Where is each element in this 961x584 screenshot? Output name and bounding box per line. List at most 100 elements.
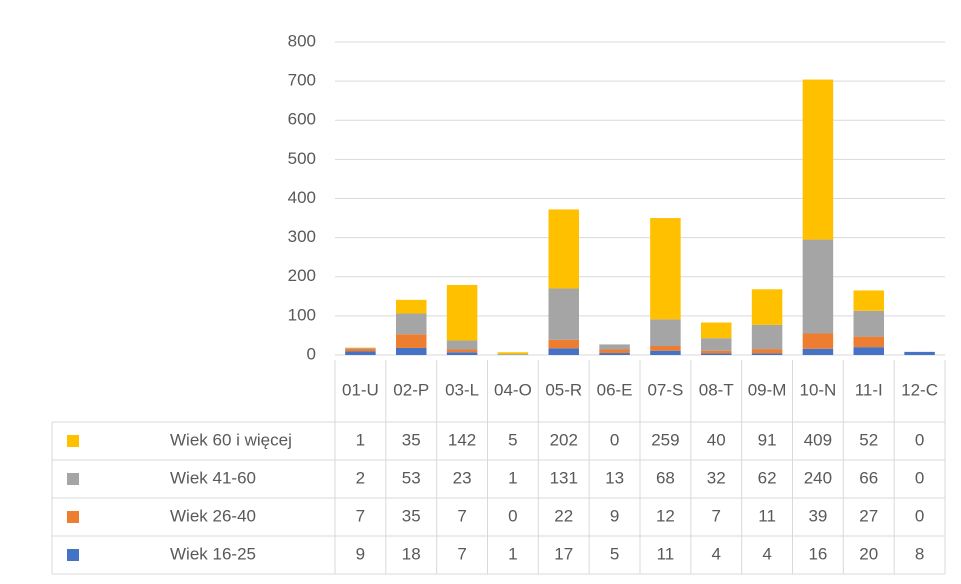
x-tick-label: 01-U	[342, 380, 379, 399]
table-value: 12	[656, 506, 675, 525]
bar-segment	[548, 209, 579, 289]
table-value: 142	[448, 430, 476, 449]
bar-segment	[345, 347, 376, 349]
table-value: 2	[356, 468, 365, 487]
legend-label: Wiek 16-25	[170, 544, 256, 563]
bar-segment	[548, 348, 579, 355]
y-tick-label: 200	[288, 266, 316, 285]
table-value: 9	[610, 506, 619, 525]
table-value: 409	[804, 430, 832, 449]
bar-segment	[701, 338, 732, 351]
bar-segment	[802, 348, 834, 355]
table-value: 0	[915, 468, 924, 487]
bar-segment	[650, 346, 681, 351]
table-value: 7	[457, 544, 466, 563]
bar-segment	[701, 350, 732, 354]
legend-marker	[67, 435, 79, 447]
y-tick-label: 700	[288, 71, 316, 90]
table-value: 20	[859, 544, 878, 563]
table-value: 35	[402, 430, 421, 449]
table-value: 35	[402, 506, 421, 525]
table-value: 202	[550, 430, 578, 449]
table-value: 7	[457, 506, 466, 525]
bar-segment	[396, 299, 427, 314]
x-tick-label: 10-N	[799, 380, 836, 399]
bar-segment	[497, 352, 529, 355]
y-tick-label: 400	[288, 188, 316, 207]
table-value: 1	[356, 430, 365, 449]
x-tick-label: 03-L	[445, 380, 479, 399]
bar-segment	[345, 348, 376, 352]
bar-segment	[650, 218, 681, 320]
table-value: 17	[554, 544, 573, 563]
legend-label: Wiek 26-40	[170, 506, 256, 525]
table-value: 68	[656, 468, 675, 487]
bar-segment	[548, 339, 579, 349]
y-tick-label: 100	[288, 305, 316, 324]
table-value: 52	[859, 430, 878, 449]
table-value: 4	[762, 544, 771, 563]
bar-segment	[446, 349, 478, 353]
y-tick-label: 300	[288, 227, 316, 246]
bar-segment	[599, 344, 630, 350]
legend-marker	[67, 511, 79, 523]
table-value: 5	[508, 430, 517, 449]
x-tick-label: 06-E	[597, 380, 633, 399]
legend-label: Wiek 41-60	[170, 468, 256, 487]
table-value: 18	[402, 544, 421, 563]
bar-segment	[853, 336, 884, 348]
table-value: 0	[610, 430, 619, 449]
table-value: 9	[356, 544, 365, 563]
table-value: 40	[707, 430, 726, 449]
bar-segment	[599, 349, 630, 354]
y-tick-label: 800	[288, 31, 316, 50]
table-value: 0	[915, 430, 924, 449]
y-tick-label: 500	[288, 149, 316, 168]
table-value: 1	[508, 468, 517, 487]
bar-segment	[446, 352, 478, 355]
table-value: 0	[915, 506, 924, 525]
table-value: 259	[651, 430, 679, 449]
table-value: 8	[915, 544, 924, 563]
table-value: 7	[712, 506, 721, 525]
bar-segment	[650, 350, 681, 355]
x-tick-label: 07-S	[647, 380, 683, 399]
table-value: 5	[610, 544, 619, 563]
bar-segment	[345, 351, 376, 355]
bar-segment	[396, 334, 427, 348]
bar-segment	[853, 290, 884, 311]
bar-segment	[802, 333, 834, 349]
x-tick-label: 09-M	[748, 380, 787, 399]
table-value: 131	[550, 468, 578, 487]
table-value: 4	[712, 544, 721, 563]
bar-segment	[853, 347, 884, 355]
bar-segment	[853, 310, 884, 337]
y-tick-label: 600	[288, 110, 316, 129]
bar-segment	[446, 284, 478, 341]
table-value: 16	[808, 544, 827, 563]
legend-label: Wiek 60 i więcej	[170, 430, 292, 449]
bar-segment	[446, 340, 478, 350]
table-value: 32	[707, 468, 726, 487]
bar-segment	[751, 324, 783, 350]
bar-segment	[396, 313, 427, 335]
x-tick-label: 08-T	[699, 380, 734, 399]
table-value: 1	[508, 544, 517, 563]
bar-segment	[548, 288, 579, 340]
x-tick-label: 04-O	[494, 380, 532, 399]
table-value: 11	[758, 506, 776, 525]
bar-segment	[599, 353, 630, 355]
table-value: 13	[605, 468, 624, 487]
bar-segment	[802, 239, 834, 334]
x-tick-label: 05-R	[545, 380, 582, 399]
bar-segment	[701, 322, 732, 339]
bar-segment	[802, 79, 834, 240]
bar-segment	[701, 353, 732, 355]
bar-segment	[650, 319, 681, 347]
bar-segment	[751, 349, 783, 354]
table-value: 23	[453, 468, 472, 487]
bar-segment	[751, 353, 783, 355]
legend-marker	[67, 473, 79, 485]
table-value: 53	[402, 468, 421, 487]
